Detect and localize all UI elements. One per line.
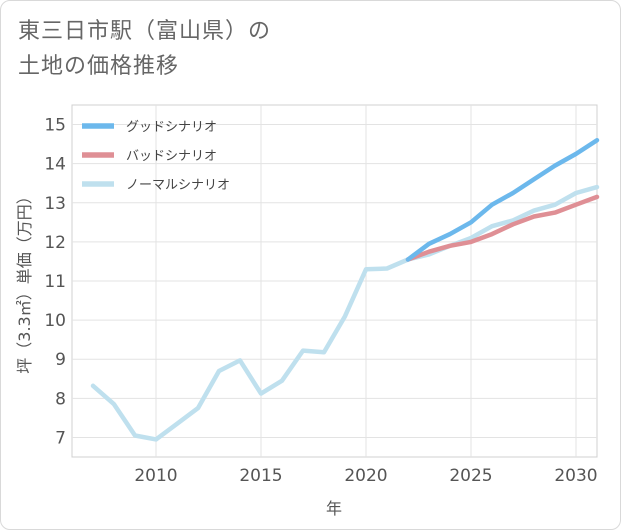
x-tick-label: 2015 <box>239 466 282 486</box>
y-axis-title: 坪（3.3㎡）単価（万円） <box>15 188 34 373</box>
series-line-3 <box>90 184 600 442</box>
x-tick-label: 2010 <box>134 466 177 486</box>
y-tick-label: 14 <box>44 155 66 175</box>
y-tick-label: 11 <box>44 272 66 292</box>
grid-lines <box>72 105 597 457</box>
x-tick-label: 2020 <box>344 466 387 486</box>
legend-label-1: グッドシナリオ <box>126 120 217 135</box>
y-tick-label: 7 <box>55 428 66 448</box>
series-line-2 <box>405 194 600 262</box>
y-tick-label: 8 <box>55 389 66 409</box>
legend-label-3: ノーマルシナリオ <box>126 178 230 193</box>
series-line-1 <box>405 137 600 262</box>
x-axis-title: 年 <box>326 499 342 518</box>
x-tick-label: 2030 <box>554 466 597 486</box>
legend-label-2: バッドシナリオ <box>126 149 217 164</box>
y-tick-label: 12 <box>44 233 66 253</box>
y-tick-label: 9 <box>55 350 66 370</box>
series-layer <box>90 137 600 442</box>
chart-title-line1: 東三日市駅（富山県）の <box>18 19 272 44</box>
y-tick-label: 10 <box>44 311 66 331</box>
x-tick-labels: 2010 2015 2020 2025 2030 <box>134 466 597 486</box>
chart-title-line2: 土地の価格推移 <box>18 54 180 79</box>
y-tick-label: 15 <box>44 116 66 136</box>
chart-title: 東三日市駅（富山県）の 土地の価格推移 <box>18 14 271 84</box>
y-tick-labels: 7 8 9 10 11 12 13 14 15 <box>44 116 66 449</box>
y-tick-label: 13 <box>44 194 66 214</box>
x-tick-label: 2025 <box>449 466 492 486</box>
